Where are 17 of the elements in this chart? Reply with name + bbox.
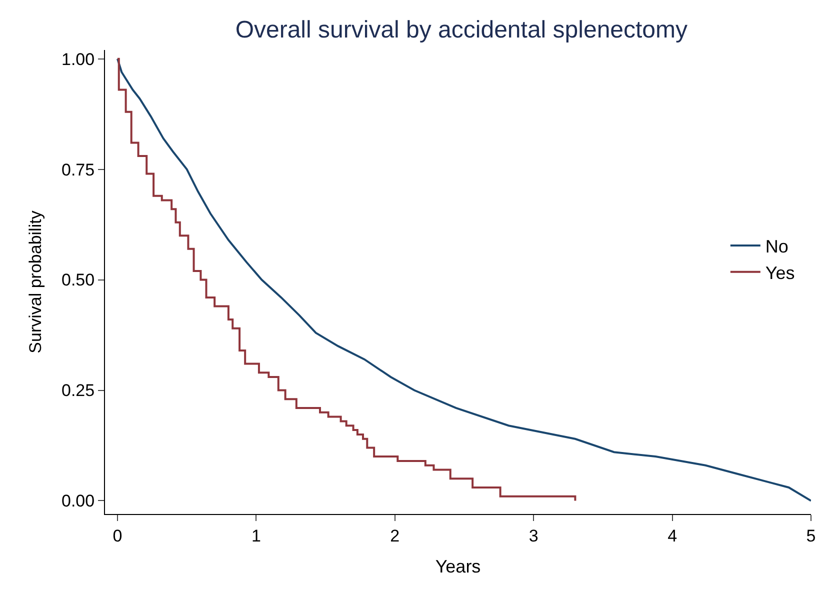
y-tick-label: 1.00 (62, 50, 95, 69)
legend-label: Yes (765, 262, 795, 283)
chart-title: Overall survival by accidental splenectomy (235, 16, 688, 44)
y-tick-label: 0.50 (62, 270, 95, 290)
y-tick-label: 0.75 (62, 160, 95, 180)
y-axis-title: Survival probability (26, 210, 46, 354)
x-tick-label: 4 (668, 526, 678, 546)
legend-label: No (765, 236, 788, 257)
x-tick-label: 2 (390, 526, 400, 546)
y-tick-label: 0.25 (62, 381, 95, 400)
x-tick-label: 1 (251, 526, 261, 546)
line-series (116, 58, 811, 502)
x-tick-label: 3 (528, 526, 538, 546)
x-axis-title: Years (435, 556, 481, 576)
x-tick-label: 5 (806, 526, 816, 546)
y-tick-label: 0.00 (62, 492, 95, 511)
x-tick-label: 0 (112, 526, 122, 546)
